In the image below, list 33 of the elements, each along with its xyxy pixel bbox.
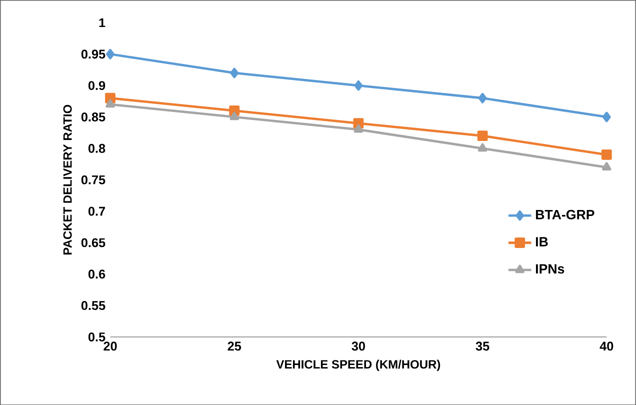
y-tick-label: 0.6 [88, 269, 106, 278]
point [354, 124, 364, 133]
y-tick-label: 0.85 [81, 112, 106, 122]
point [602, 112, 611, 122]
point [602, 162, 612, 170]
point [230, 112, 240, 120]
x-tick-label: 30 [352, 342, 365, 351]
y-tick-label: 0.5 [88, 332, 106, 342]
legend-label: IPNs [536, 264, 564, 274]
y-tick-label: 0.75 [81, 175, 106, 184]
y-tick-label: 0.7 [88, 206, 105, 216]
point [477, 130, 488, 141]
y-tick-label: 0.9 [88, 80, 106, 90]
point [354, 80, 363, 91]
point [106, 48, 114, 60]
point [478, 143, 488, 152]
x-axis-title: VEHICLE SPEED (KM/HOUR) [276, 360, 440, 371]
y-tick-label: 0.65 [81, 238, 106, 248]
y-axis-title: PACKET DELIVERY RATIO [63, 104, 72, 254]
legend-label: BTA-GRP [536, 210, 594, 220]
x-tick-label: 25 [228, 342, 242, 350]
x-tick-label: 40 [600, 342, 614, 350]
x-tick-label: 35 [476, 342, 490, 351]
legend-label: IB [536, 237, 548, 246]
point [601, 149, 612, 160]
point [478, 92, 487, 104]
point [230, 68, 239, 78]
y-tick-label: 0.95 [81, 50, 106, 58]
x-tick-label: 20 [104, 342, 117, 350]
y-tick-label: 0.8 [88, 144, 106, 153]
y-tick-label: 1 [99, 18, 106, 27]
y-tick-label: 0.55 [81, 300, 106, 310]
point [106, 99, 115, 108]
